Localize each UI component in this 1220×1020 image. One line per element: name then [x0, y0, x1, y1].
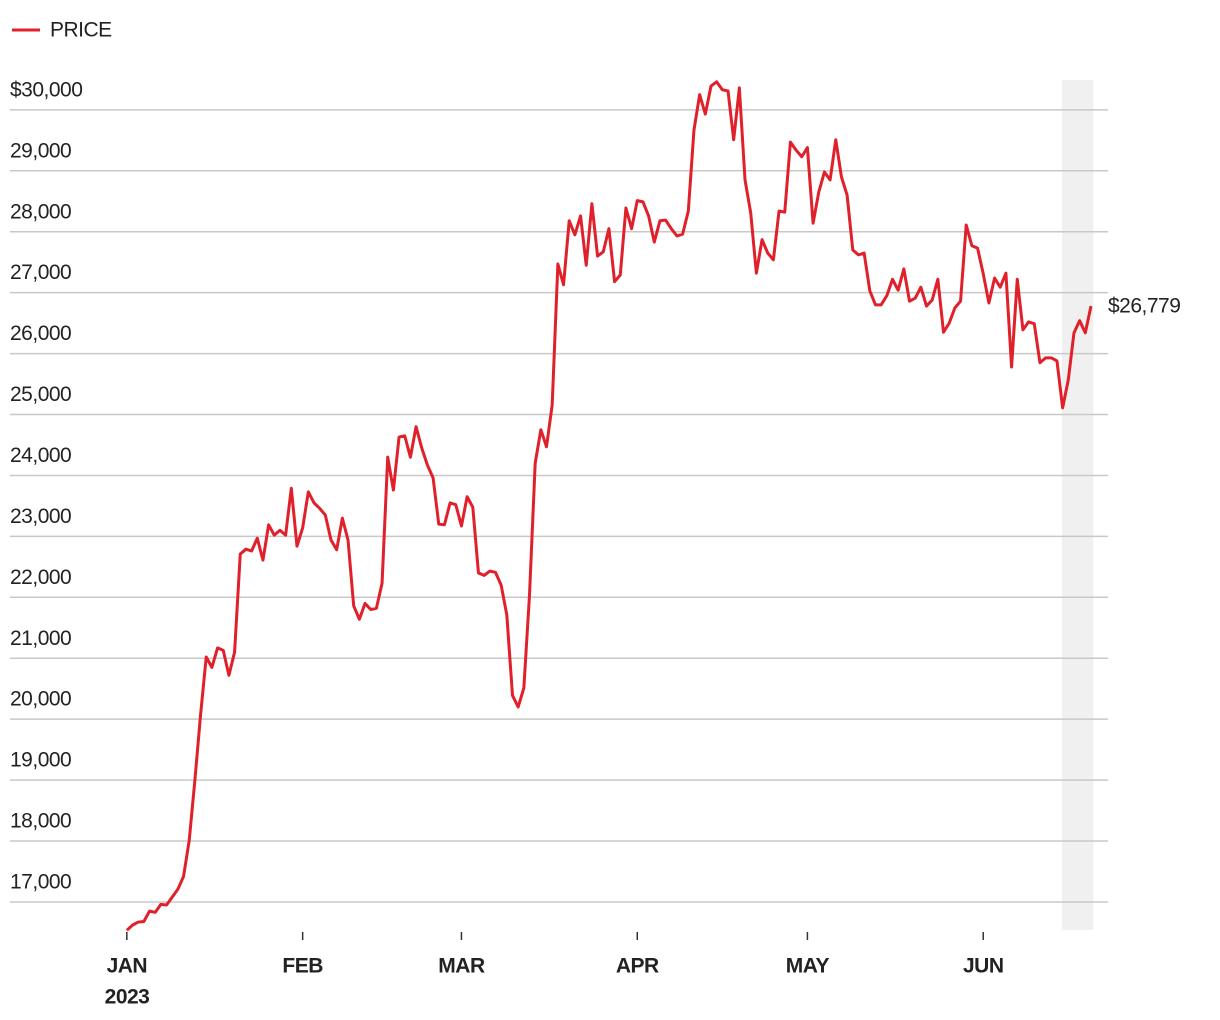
- y-tick-label: 27,000: [10, 261, 71, 284]
- x-tick-label: JAN: [107, 955, 148, 978]
- x-tick-label: JUN: [963, 955, 1004, 978]
- y-tick-label: 28,000: [10, 200, 71, 223]
- x-tick-label: MAY: [786, 955, 830, 978]
- x-tick-label: MAR: [438, 955, 485, 978]
- x-tick-label: APR: [616, 955, 659, 978]
- y-tick-label: 29,000: [10, 139, 71, 162]
- y-tick-label: 25,000: [10, 383, 71, 406]
- y-tick-label: 17,000: [10, 871, 71, 894]
- y-tick-label: 20,000: [10, 688, 71, 711]
- y-tick-label: 21,000: [10, 627, 71, 650]
- year-label: 2023: [105, 986, 150, 1009]
- y-tick-label: 24,000: [10, 444, 71, 467]
- highlight-band: [1062, 80, 1094, 930]
- end-value-label: $26,779: [1108, 295, 1180, 318]
- legend-label: PRICE: [50, 19, 112, 42]
- x-tick-label: FEB: [282, 955, 323, 978]
- price-line: [125, 80, 1093, 932]
- y-tick-label: $30,000: [10, 78, 82, 101]
- y-tick-label: 19,000: [10, 749, 71, 772]
- y-tick-label: 18,000: [10, 810, 71, 833]
- y-tick-label: 26,000: [10, 322, 71, 345]
- y-tick-label: 22,000: [10, 566, 71, 589]
- y-tick-label: 23,000: [10, 505, 71, 528]
